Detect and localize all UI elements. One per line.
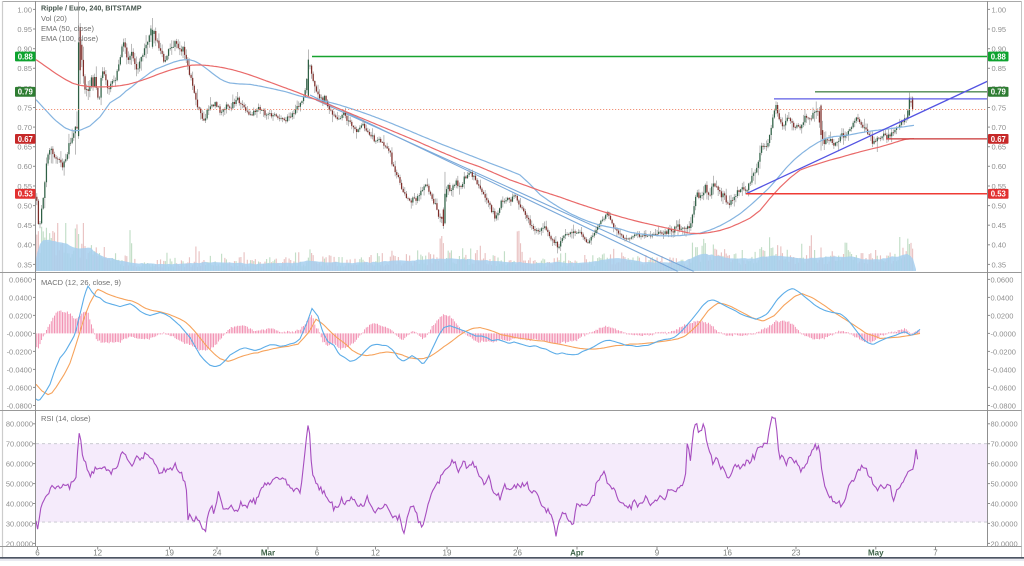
svg-text:0.65: 0.65 xyxy=(992,143,1007,152)
svg-text:0.45: 0.45 xyxy=(992,221,1007,230)
svg-text:0.40: 0.40 xyxy=(992,241,1007,250)
svg-text:1.00: 1.00 xyxy=(17,5,32,14)
svg-text:0.85: 0.85 xyxy=(992,64,1007,73)
svg-text:Apr: Apr xyxy=(570,549,584,558)
svg-text:0.35: 0.35 xyxy=(992,260,1007,269)
svg-text:0.75: 0.75 xyxy=(17,103,32,112)
svg-text:60.0000: 60.0000 xyxy=(6,460,33,469)
svg-text:0.53: 0.53 xyxy=(991,190,1007,199)
svg-text:Vol (20): Vol (20) xyxy=(41,14,67,23)
svg-text:50.0000: 50.0000 xyxy=(6,479,33,488)
svg-text:1.00: 1.00 xyxy=(992,5,1007,14)
svg-text:0.65: 0.65 xyxy=(17,143,32,152)
svg-text:0.79: 0.79 xyxy=(18,88,34,97)
svg-text:0.55: 0.55 xyxy=(17,182,32,191)
svg-text:0.45: 0.45 xyxy=(17,221,32,230)
svg-text:0.55: 0.55 xyxy=(992,182,1007,191)
svg-text:0.90: 0.90 xyxy=(17,45,32,54)
svg-text:60.0000: 60.0000 xyxy=(991,460,1018,469)
svg-text:-0.0200: -0.0200 xyxy=(991,347,1016,356)
svg-text:23: 23 xyxy=(792,549,801,558)
svg-text:0.70: 0.70 xyxy=(17,123,32,132)
svg-text:20.0000: 20.0000 xyxy=(991,539,1018,548)
svg-text:0.90: 0.90 xyxy=(992,45,1007,54)
svg-text:RSI (14, close): RSI (14, close) xyxy=(41,414,91,423)
svg-text:40.0000: 40.0000 xyxy=(991,499,1018,508)
svg-text:0.0200: 0.0200 xyxy=(991,311,1014,320)
svg-text:80.0000: 80.0000 xyxy=(6,420,33,429)
svg-text:0.88: 0.88 xyxy=(991,52,1007,61)
svg-text:26: 26 xyxy=(513,549,522,558)
svg-text:0.0400: 0.0400 xyxy=(991,293,1014,302)
svg-text:-0.0200: -0.0200 xyxy=(7,347,32,356)
svg-text:0.88: 0.88 xyxy=(18,52,34,61)
svg-text:9: 9 xyxy=(655,549,660,558)
svg-text:0.67: 0.67 xyxy=(991,135,1006,144)
svg-text:0.0600: 0.0600 xyxy=(991,275,1014,284)
svg-text:0.79: 0.79 xyxy=(991,88,1007,97)
svg-text:0.60: 0.60 xyxy=(17,162,32,171)
svg-text:20.0000: 20.0000 xyxy=(6,539,33,548)
svg-text:24: 24 xyxy=(213,549,222,558)
svg-text:-0.0400: -0.0400 xyxy=(991,365,1016,374)
svg-text:0.70: 0.70 xyxy=(992,123,1007,132)
svg-text:0.50: 0.50 xyxy=(992,201,1007,210)
svg-text:0.0200: 0.0200 xyxy=(9,311,32,320)
svg-text:-0.0400: -0.0400 xyxy=(7,365,32,374)
svg-text:0.85: 0.85 xyxy=(17,64,32,73)
svg-text:19: 19 xyxy=(443,549,452,558)
svg-text:80.0000: 80.0000 xyxy=(991,420,1018,429)
svg-text:May: May xyxy=(868,549,884,558)
svg-text:6: 6 xyxy=(315,549,320,558)
svg-text:50.0000: 50.0000 xyxy=(991,479,1018,488)
svg-text:0.53: 0.53 xyxy=(18,190,34,199)
svg-text:30.0000: 30.0000 xyxy=(6,519,33,528)
svg-text:0.75: 0.75 xyxy=(992,103,1007,112)
svg-text:-0.0000: -0.0000 xyxy=(7,329,32,338)
svg-text:30.0000: 30.0000 xyxy=(991,519,1018,528)
svg-text:0.60: 0.60 xyxy=(992,162,1007,171)
svg-text:0.0400: 0.0400 xyxy=(9,293,32,302)
svg-text:Mar: Mar xyxy=(261,549,275,558)
svg-text:-0.0000: -0.0000 xyxy=(991,329,1016,338)
svg-text:-0.0800: -0.0800 xyxy=(991,401,1016,410)
svg-text:-0.0600: -0.0600 xyxy=(991,383,1016,392)
svg-text:12: 12 xyxy=(93,549,102,558)
svg-text:0.35: 0.35 xyxy=(17,260,32,269)
svg-text:19: 19 xyxy=(165,549,174,558)
svg-text:0.0600: 0.0600 xyxy=(9,275,32,284)
svg-text:0.67: 0.67 xyxy=(18,135,33,144)
svg-text:MACD (12, 26, close, 9): MACD (12, 26, close, 9) xyxy=(41,278,122,287)
svg-text:-0.0600: -0.0600 xyxy=(7,383,32,392)
svg-text:Ripple / Euro, 240, BITSTAMP: Ripple / Euro, 240, BITSTAMP xyxy=(41,3,142,12)
svg-text:EMA (100, close): EMA (100, close) xyxy=(41,34,99,43)
svg-text:0.95: 0.95 xyxy=(992,25,1007,34)
svg-text:40.0000: 40.0000 xyxy=(6,499,33,508)
svg-text:EMA (50, close): EMA (50, close) xyxy=(41,24,94,33)
svg-text:0.50: 0.50 xyxy=(17,201,32,210)
svg-text:6: 6 xyxy=(35,549,40,558)
svg-text:12: 12 xyxy=(371,549,380,558)
svg-text:7: 7 xyxy=(933,549,938,558)
svg-text:70.0000: 70.0000 xyxy=(6,440,33,449)
svg-text:0.95: 0.95 xyxy=(17,25,32,34)
svg-text:0.40: 0.40 xyxy=(17,241,32,250)
svg-text:70.0000: 70.0000 xyxy=(991,440,1018,449)
svg-text:16: 16 xyxy=(723,549,732,558)
svg-text:-0.0800: -0.0800 xyxy=(7,401,32,410)
